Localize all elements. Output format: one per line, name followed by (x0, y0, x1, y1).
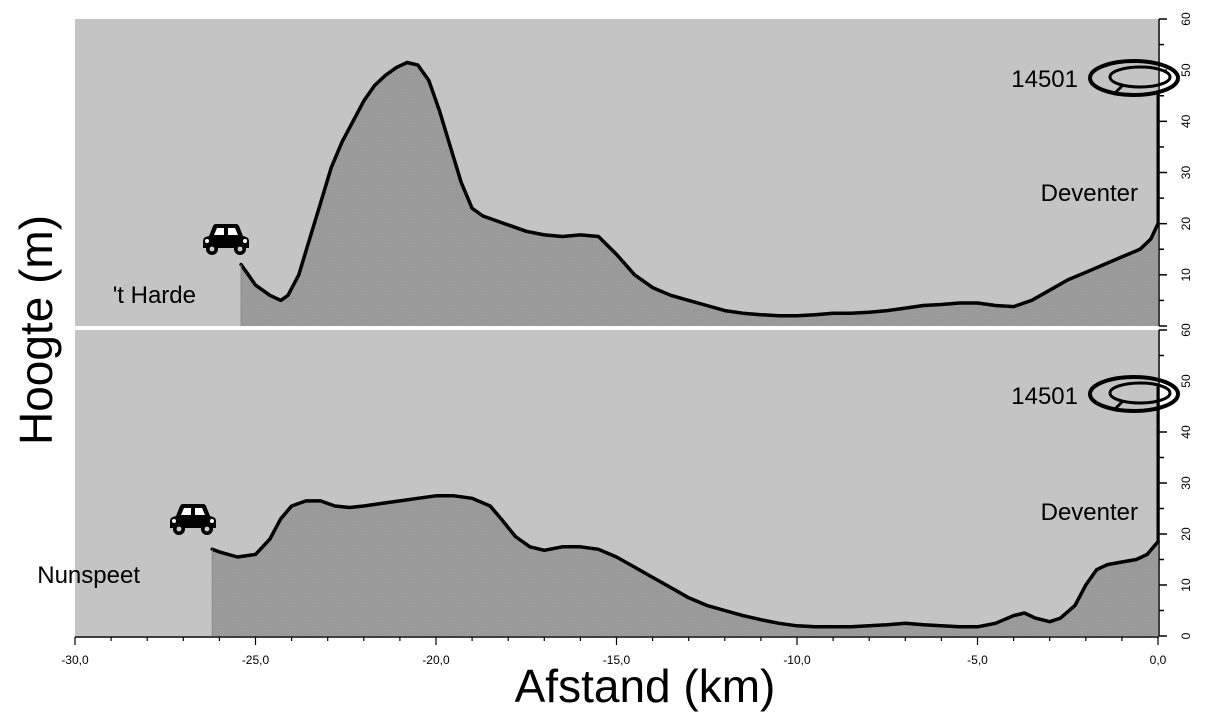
y-tick-label: 40 (1179, 425, 1193, 439)
right-axis-panel-2: 0 10 20 30 40 50 60 (1158, 323, 1193, 639)
y-tick-label: 0 (1179, 632, 1193, 639)
x-tick-label: -20,0 (422, 653, 450, 667)
elevation-profile-line (210, 494, 1160, 629)
x-axis: -30,0 -25,0 -20,0 -15,0 -10,0 -5,0 0,0 (61, 636, 1167, 667)
terrain-area (212, 495, 1158, 636)
y-tick-label: 50 (1179, 374, 1193, 388)
ring-inner (1108, 381, 1172, 405)
end-location-label: Deventer (1041, 499, 1138, 526)
y-tick-label: 30 (1179, 476, 1193, 490)
y-tick-label: 20 (1179, 527, 1193, 541)
station-number-label: 14501 (1011, 66, 1078, 93)
ring-tail (1114, 84, 1124, 94)
ring-tail (1114, 400, 1124, 410)
ring-outer (1088, 375, 1180, 413)
x-tick-label: -30,0 (61, 653, 89, 667)
y-tick-label: 10 (1179, 578, 1193, 592)
y-tick-label: 40 (1179, 114, 1193, 128)
x-tick-label: -15,0 (603, 653, 631, 667)
right-axis-panel-1: 10 20 30 40 50 60 (1158, 12, 1193, 327)
start-location-label: Nunspeet (37, 562, 140, 589)
ring-icon (1088, 375, 1180, 413)
x-axis-label: Afstand (km) (515, 660, 776, 712)
y-axis-label: Hoogte (m) (10, 215, 62, 445)
ring-inner (1108, 65, 1172, 89)
profile-panel-1: 't Harde Deventer 14501 (75, 19, 1180, 326)
y-tick-label: 60 (1179, 323, 1193, 337)
y-tick-label: 10 (1179, 268, 1193, 282)
ring-outer (1088, 59, 1180, 97)
station-number-label: 14501 (1011, 383, 1078, 410)
profile-panel-2: Nunspeet Deventer 14501 (37, 330, 1180, 636)
end-location-label: Deventer (1041, 180, 1138, 207)
y-tick-label: 20 (1179, 217, 1193, 231)
terrain-area (241, 62, 1159, 326)
start-location-label: 't Harde (113, 282, 196, 309)
x-tick-label: -10,0 (783, 653, 811, 667)
y-tick-label: 50 (1179, 63, 1193, 77)
x-tick-label: -5,0 (967, 653, 988, 667)
y-tick-label: 60 (1179, 12, 1193, 26)
y-tick-label: 30 (1179, 166, 1193, 180)
x-tick-label: 0,0 (1150, 653, 1167, 667)
x-tick-label: -25,0 (242, 653, 270, 667)
ring-icon (1088, 59, 1180, 97)
elevation-profile-line (239, 60, 1160, 318)
